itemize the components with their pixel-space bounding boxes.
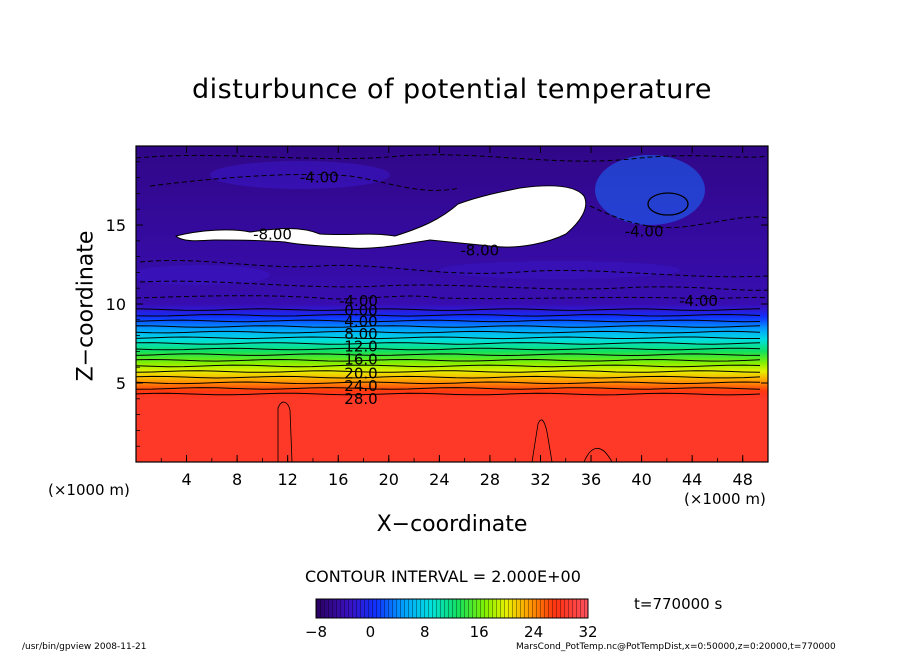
warm-contour	[583, 448, 613, 462]
colorbar-tick-label: 32	[578, 623, 597, 641]
contour-label: 20.0	[344, 365, 377, 383]
contour-line	[136, 336, 760, 340]
x-tick-label: 16	[328, 470, 348, 489]
x-tick-label: 12	[278, 470, 298, 489]
contour-line	[136, 325, 761, 328]
contour-label: -4.00	[625, 222, 664, 240]
x-unit-label-right: (×1000 m)	[684, 490, 766, 508]
footer-source: MarsCond_PotTemp.nc@PotTempDist,x=0:5000…	[516, 642, 836, 652]
y-tick-label: 5	[116, 374, 126, 393]
x-tick-label: 36	[581, 470, 601, 489]
y-tick-label: 10	[106, 295, 126, 314]
x-tick-label: 28	[480, 470, 500, 489]
contour-line	[136, 342, 761, 345]
contour-label: 28.0	[344, 390, 377, 408]
contour-label: 16.0	[344, 350, 377, 368]
contour-line	[136, 392, 761, 396]
x-tick-label: 48	[733, 470, 753, 489]
contour-line	[136, 353, 761, 357]
x-tick-label: 20	[379, 470, 399, 489]
colorbar-tick-label: 24	[524, 623, 543, 641]
contour-label: -4.00	[679, 292, 718, 310]
x-axis: 4 8 12 16 20 24 28 32 36 40 44 48	[135, 146, 769, 489]
contour-line	[136, 347, 761, 351]
contour-label: -4.00	[300, 169, 339, 187]
low-blob	[595, 155, 705, 225]
x-tick-label: 40	[631, 470, 651, 489]
contour-line	[136, 370, 761, 373]
colorbar-tick-label: 16	[470, 623, 489, 641]
contour-line	[136, 387, 761, 390]
contour-label: 4.00	[344, 312, 377, 330]
contour-line	[136, 313, 761, 317]
contour-label: 12.0	[344, 338, 377, 356]
contour-label: -8.00	[460, 241, 499, 259]
plot-area: 28.024.020.016.012.08.004.000.00-4.00 -4.…	[136, 146, 768, 462]
closed-contour	[647, 192, 689, 216]
warm-contour	[531, 419, 553, 462]
colorbar: −8 0 8 16 24 32	[305, 598, 598, 641]
contour-line	[136, 381, 761, 385]
x-tick-label: 24	[429, 470, 449, 489]
low-blob	[136, 265, 270, 285]
y-axis: 5 10 15	[106, 161, 768, 447]
colorbar-tick-label: 8	[420, 623, 430, 641]
low-blob	[210, 161, 390, 189]
contour-label: -4.00	[339, 292, 378, 310]
contour-line	[136, 330, 761, 334]
x-tick-label: 44	[682, 470, 702, 489]
y-axis-label: Z−coordinate	[73, 230, 99, 382]
contour-label: 0.00	[344, 301, 377, 319]
dashed-contour	[139, 280, 768, 291]
contour-labels: 28.024.020.016.012.08.004.000.00-4.00 -4.…	[253, 169, 718, 408]
x-unit-label-left: (×1000 m)	[48, 481, 130, 499]
x-axis-label: X−coordinate	[376, 512, 528, 537]
dashed-contour	[589, 205, 768, 229]
colorbar-tick-label: 0	[366, 623, 376, 641]
chart-title: disturbunce of potential temperature	[192, 74, 712, 105]
x-tick-label: 32	[530, 470, 550, 489]
time-label: t=770000 s	[634, 595, 723, 613]
dashed-contour	[136, 295, 768, 300]
warm-contour	[277, 401, 293, 462]
contour-line	[136, 364, 761, 368]
dashed-contour	[136, 154, 768, 162]
x-tick-label: 4	[181, 470, 191, 489]
x-tick-label: 8	[232, 470, 242, 489]
contour-label: 8.00	[344, 325, 377, 343]
contour-label: 24.0	[344, 377, 377, 395]
contour-line	[136, 358, 761, 362]
colorbar-tick-label: −8	[305, 623, 327, 641]
negative-contour-lines	[136, 154, 768, 300]
below-range-region	[175, 185, 587, 249]
footer-command: /usr/bin/gpview 2008-11-21	[22, 642, 147, 652]
contour-line	[136, 375, 761, 379]
contour-lines	[136, 308, 761, 396]
contour-line	[136, 308, 761, 311]
colorbar-frame	[315, 598, 589, 619]
contour-label: -8.00	[253, 226, 292, 244]
y-tick-label: 15	[106, 216, 126, 235]
contour-interval-label: CONTOUR INTERVAL = 2.000E+00	[305, 567, 581, 586]
dashed-contour	[139, 260, 768, 278]
contour-line	[136, 319, 761, 323]
colorbar-stripes	[316, 599, 588, 618]
